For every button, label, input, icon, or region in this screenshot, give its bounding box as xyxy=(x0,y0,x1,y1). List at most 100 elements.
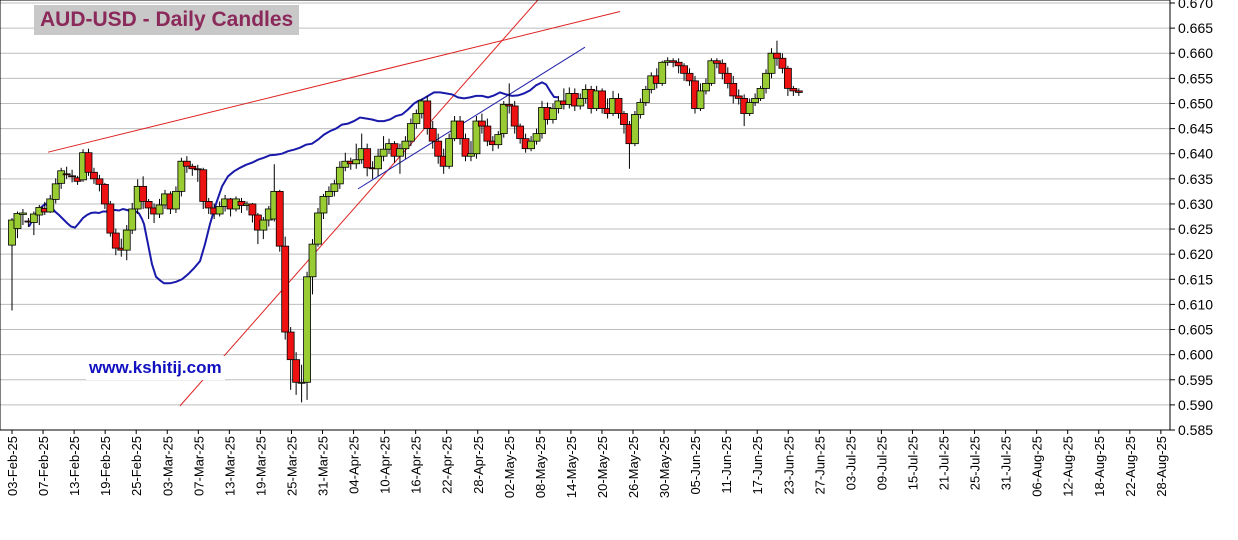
candle-42 xyxy=(237,197,246,213)
candle-body xyxy=(630,114,639,145)
candle-104 xyxy=(576,93,585,110)
candle-11 xyxy=(68,169,77,183)
candle-body xyxy=(8,219,16,246)
candle-56 xyxy=(314,207,322,247)
candle-body xyxy=(445,138,454,167)
candle-body xyxy=(237,201,246,206)
x-tick-label-29: 15-Jul-25 xyxy=(905,436,920,490)
candle-144 xyxy=(794,88,803,96)
candle-83 xyxy=(461,133,470,162)
candle-body xyxy=(516,125,525,140)
x-tick-label-23: 11-Jun-25 xyxy=(719,436,734,494)
candle-74 xyxy=(412,109,421,129)
x-tick-label-0: 03-Feb-25 xyxy=(5,436,20,496)
candle-128 xyxy=(707,58,716,86)
candle-body xyxy=(434,140,443,157)
candle-131 xyxy=(723,67,732,89)
candle-46 xyxy=(259,217,268,240)
candle-body xyxy=(182,160,191,167)
candle-21 xyxy=(122,225,131,261)
candle-body xyxy=(510,105,519,127)
candle-119 xyxy=(658,60,667,86)
candle-25 xyxy=(144,198,153,220)
candle-body xyxy=(128,208,137,231)
candle-body xyxy=(335,166,344,185)
y-tick-label-7: 0.620 xyxy=(1178,246,1213,262)
candle-body xyxy=(95,178,104,185)
candle-124 xyxy=(685,68,694,86)
x-tick-label-16: 02-May-25 xyxy=(502,436,517,498)
candle-140 xyxy=(773,40,781,66)
candle-body xyxy=(68,175,77,178)
candle-123 xyxy=(680,63,688,81)
candle-35 xyxy=(199,167,208,209)
candle-body xyxy=(712,60,721,64)
candle-89 xyxy=(494,131,503,149)
y-tick-label-16: 0.665 xyxy=(1178,20,1213,36)
candle-57 xyxy=(319,193,328,220)
candle-27 xyxy=(155,198,164,219)
candle-body xyxy=(341,160,350,168)
x-tick-label-36: 22-Aug-25 xyxy=(1123,436,1138,497)
candle-body xyxy=(139,185,148,202)
candle-126 xyxy=(696,83,705,112)
x-tick-label-17: 08-May-25 xyxy=(533,436,548,498)
candle-body xyxy=(199,169,208,202)
y-axis-ticks: 0.585 0.590 0.595 0.600 0.605 0.610 0.615 0.620… xyxy=(1170,0,1213,438)
candle-115 xyxy=(636,98,645,119)
plot-border xyxy=(0,0,1171,431)
x-tick-label-27: 03-Jul-25 xyxy=(843,436,858,490)
candle-body xyxy=(794,90,803,93)
candle-body xyxy=(467,153,475,157)
candle-body xyxy=(472,120,481,155)
candle-93 xyxy=(516,123,525,144)
candle-body xyxy=(499,104,508,135)
candle-body xyxy=(46,198,55,213)
candle-76 xyxy=(423,95,432,135)
candle-body xyxy=(297,381,306,384)
x-tick-label-19: 20-May-25 xyxy=(595,436,610,498)
moving-average xyxy=(28,81,559,285)
x-tick-label-6: 07-Mar-25 xyxy=(191,436,206,496)
candle-52 xyxy=(292,352,301,395)
x-tick-label-31: 25-Jul-25 xyxy=(968,436,983,490)
candle-body xyxy=(352,159,361,165)
watermark-link[interactable]: www.kshitij.com xyxy=(86,356,225,380)
candle-84 xyxy=(467,141,475,162)
candle-15 xyxy=(90,167,98,184)
candle-51 xyxy=(286,327,295,390)
candle-32 xyxy=(182,156,191,173)
y-tick-label-6: 0.615 xyxy=(1178,271,1213,287)
x-tick-label-33: 06-Aug-25 xyxy=(1030,436,1045,497)
y-tick-label-14: 0.655 xyxy=(1178,70,1213,86)
candle-body xyxy=(177,160,186,192)
y-tick-label-1: 0.590 xyxy=(1178,397,1213,413)
candle-body xyxy=(456,120,464,140)
x-tick-label-1: 07-Feb-25 xyxy=(36,436,51,496)
candle-90 xyxy=(499,100,508,138)
candle-body xyxy=(292,359,301,383)
candle-body xyxy=(789,88,798,92)
candle-59 xyxy=(330,179,339,197)
candle-body xyxy=(620,113,628,125)
candle-4 xyxy=(29,211,38,236)
candle-55 xyxy=(308,239,317,295)
candle-108 xyxy=(598,88,607,114)
candle-44 xyxy=(248,202,257,223)
candle-36 xyxy=(204,197,213,214)
candle-body xyxy=(778,57,787,69)
x-tick-label-18: 14-May-25 xyxy=(564,436,579,498)
candle-22 xyxy=(128,202,137,235)
y-tick-label-17: 0.670 xyxy=(1178,0,1213,11)
candle-7 xyxy=(46,194,55,213)
candle-91 xyxy=(505,83,514,114)
candle-96 xyxy=(532,128,541,145)
candle-body xyxy=(51,183,60,200)
candle-body xyxy=(636,102,645,115)
candle-133 xyxy=(734,89,743,105)
candle-body xyxy=(100,183,109,205)
candle-71 xyxy=(396,143,404,174)
x-tick-label-34: 12-Aug-25 xyxy=(1061,436,1076,497)
candle-132 xyxy=(729,75,738,104)
candle-body xyxy=(374,155,382,170)
